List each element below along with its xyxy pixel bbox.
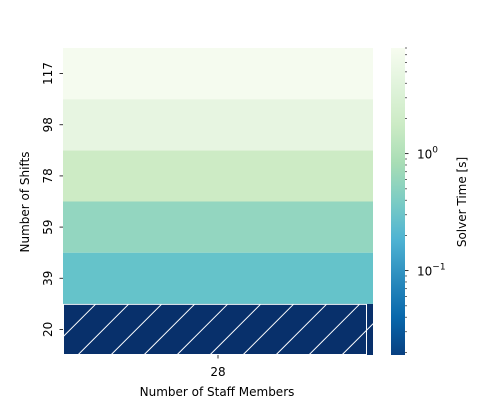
heatmap-cell-59 (63, 201, 373, 253)
x-axis-label: Number of Staff Members (140, 385, 295, 399)
x-tick-label-28: 28 (210, 365, 225, 379)
colorbar-tick-label: 100 (417, 146, 438, 162)
heatmap-cell-78 (63, 150, 373, 202)
x-axis-ticks: 28 (210, 355, 226, 379)
heatmap-cell-39 (63, 252, 373, 304)
heatmap-cell-117 (63, 48, 373, 100)
colorbar-tick-label: 10−1 (417, 263, 446, 279)
hatch-pattern-20 (63, 303, 373, 356)
y-tick-label-20: 20 (41, 322, 55, 337)
y-axis-ticks: 20 39 59 78 98 117 (41, 62, 63, 337)
y-axis-label: Number of Shifts (18, 152, 32, 253)
heatmap-cell-98 (63, 99, 373, 151)
y-tick-label-98: 98 (41, 117, 55, 132)
y-tick-label-59: 59 (41, 219, 55, 234)
colorbar-ticks: 10−1 100 (405, 47, 446, 353)
y-tick-label-78: 78 (41, 168, 55, 183)
colorbar (391, 48, 405, 355)
y-tick-label-117: 117 (41, 62, 55, 85)
heatmap-cells (63, 48, 373, 356)
colorbar-label: Solver Time [s] (455, 157, 469, 247)
y-tick-label-39: 39 (41, 271, 55, 286)
